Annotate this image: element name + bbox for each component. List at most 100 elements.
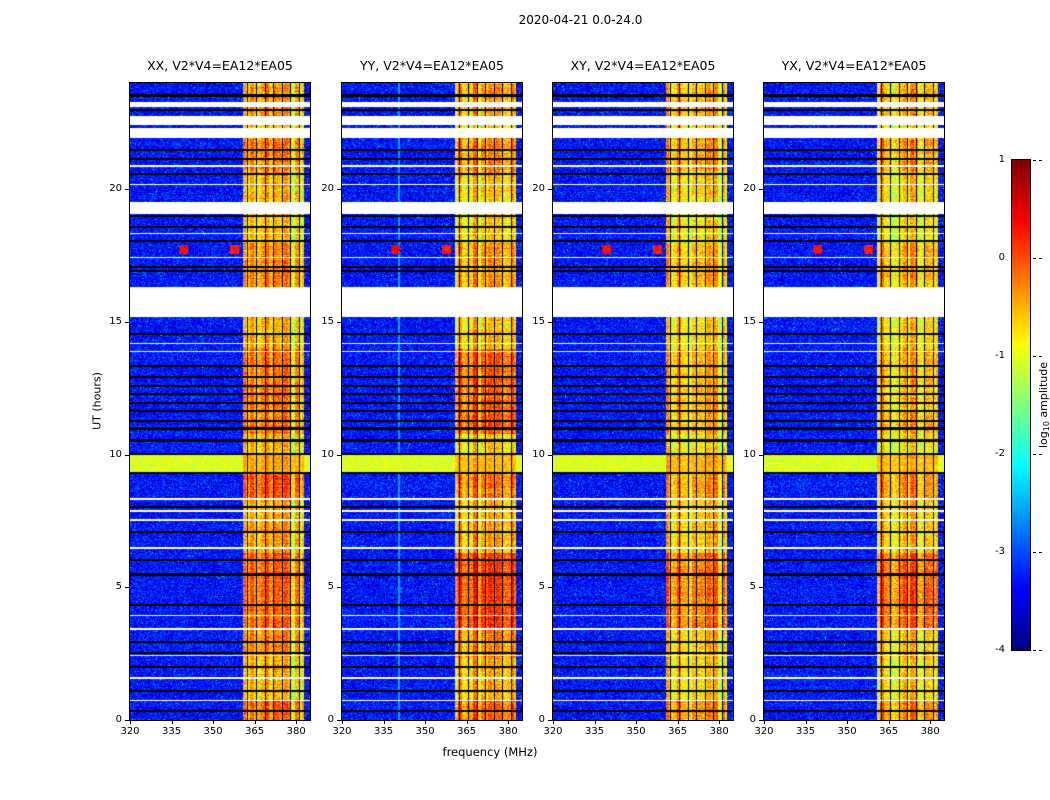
x-tick-mark bbox=[254, 720, 256, 724]
y-tick-mark bbox=[337, 720, 341, 721]
colorbar-label-post: amplitude bbox=[1037, 361, 1050, 422]
x-tick-mark bbox=[425, 720, 427, 724]
y-tick-label: 5 bbox=[115, 581, 122, 593]
y-tick-label: 15 bbox=[532, 315, 545, 327]
x-tick-label: 320 bbox=[543, 726, 563, 737]
x-tick-mark bbox=[296, 720, 298, 724]
x-tick-mark bbox=[594, 720, 596, 724]
y-tick-mark bbox=[759, 454, 763, 456]
x-tick-mark bbox=[466, 720, 468, 724]
x-tick-label: 335 bbox=[584, 726, 605, 737]
colorbar-tick-mark bbox=[1033, 258, 1042, 259]
x-tick-label: 320 bbox=[332, 726, 352, 737]
y-tick-label: 0 bbox=[115, 714, 122, 725]
x-axis-label: frequency (MHz) bbox=[442, 745, 538, 759]
x-tick-label: 350 bbox=[837, 726, 857, 737]
y-tick-label: 20 bbox=[321, 183, 334, 195]
y-tick-label: 15 bbox=[743, 315, 756, 327]
colorbar-tick-label: -4 bbox=[995, 644, 1005, 655]
spectrogram-canvas-0 bbox=[130, 83, 310, 720]
colorbar-tick-label: 0 bbox=[998, 252, 1005, 263]
x-tick-mark bbox=[719, 720, 721, 724]
spectrogram-panel-2 bbox=[552, 82, 734, 721]
x-tick-mark bbox=[847, 720, 849, 724]
colorbar-tick-mark bbox=[1033, 454, 1042, 455]
panel-title-3: YX, V2*V4=EA12*EA05 bbox=[781, 58, 927, 73]
x-tick-label: 320 bbox=[754, 726, 774, 737]
x-tick-label: 380 bbox=[709, 726, 729, 737]
spectrogram-canvas-3 bbox=[764, 83, 944, 720]
colorbar-tick-label: -3 bbox=[995, 546, 1005, 557]
x-tick-mark bbox=[130, 720, 131, 724]
x-tick-mark bbox=[930, 720, 932, 724]
y-tick-mark bbox=[548, 454, 552, 456]
colorbar-label-pre: log bbox=[1037, 431, 1050, 449]
spectrogram-panel-3 bbox=[763, 82, 945, 721]
x-tick-label: 350 bbox=[626, 726, 646, 737]
y-tick-mark bbox=[337, 189, 341, 191]
panel-title-0: XX, V2*V4=EA12*EA05 bbox=[147, 58, 293, 73]
x-tick-mark bbox=[508, 720, 510, 724]
x-tick-mark bbox=[171, 720, 173, 724]
y-tick-mark bbox=[548, 720, 552, 721]
y-tick-mark bbox=[125, 587, 129, 589]
y-tick-mark bbox=[125, 720, 129, 721]
y-tick-label: 5 bbox=[327, 581, 334, 593]
x-tick-label: 350 bbox=[415, 726, 435, 737]
x-tick-label: 335 bbox=[373, 726, 394, 737]
y-tick-label: 5 bbox=[538, 581, 545, 593]
colorbar-tick-mark bbox=[1033, 356, 1042, 357]
y-tick-label: 10 bbox=[109, 448, 122, 460]
y-tick-mark bbox=[125, 189, 129, 191]
x-tick-mark bbox=[553, 720, 554, 724]
y-tick-mark bbox=[337, 321, 341, 323]
y-tick-label: 15 bbox=[109, 315, 122, 327]
x-tick-label: 380 bbox=[920, 726, 940, 737]
y-tick-mark bbox=[759, 189, 763, 191]
colorbar-tick-label: 1 bbox=[998, 154, 1005, 165]
x-tick-mark bbox=[213, 720, 215, 724]
colorbar-tick-label: -1 bbox=[995, 350, 1005, 361]
y-tick-label: 20 bbox=[109, 183, 122, 195]
spectrogram-canvas-1 bbox=[342, 83, 522, 720]
y-tick-label: 0 bbox=[538, 714, 545, 725]
y-tick-mark bbox=[125, 454, 129, 456]
x-tick-label: 335 bbox=[795, 726, 816, 737]
y-tick-mark bbox=[337, 454, 341, 456]
y-tick-mark bbox=[759, 587, 763, 589]
panel-title-1: YY, V2*V4=EA12*EA05 bbox=[360, 58, 504, 73]
x-tick-label: 365 bbox=[457, 726, 477, 737]
y-tick-mark bbox=[548, 321, 552, 323]
y-tick-label: 0 bbox=[749, 714, 756, 725]
x-tick-mark bbox=[888, 720, 890, 724]
x-tick-label: 335 bbox=[161, 726, 182, 737]
y-tick-mark bbox=[125, 321, 129, 323]
y-tick-mark bbox=[548, 587, 552, 589]
colorbar-gradient bbox=[1012, 160, 1030, 650]
y-tick-label: 15 bbox=[321, 315, 334, 327]
x-tick-mark bbox=[636, 720, 638, 724]
x-tick-mark bbox=[677, 720, 679, 724]
spectrogram-canvas-2 bbox=[553, 83, 733, 720]
colorbar-tick-label: -2 bbox=[995, 448, 1005, 459]
spectrogram-panel-1 bbox=[341, 82, 523, 721]
y-tick-label: 10 bbox=[321, 448, 334, 460]
x-tick-label: 350 bbox=[203, 726, 223, 737]
x-tick-label: 380 bbox=[498, 726, 518, 737]
x-tick-mark bbox=[383, 720, 385, 724]
y-tick-mark bbox=[759, 321, 763, 323]
x-tick-label: 365 bbox=[245, 726, 265, 737]
colorbar-label-sub: 10 bbox=[1042, 421, 1050, 432]
colorbar bbox=[1011, 159, 1031, 651]
colorbar-tick-mark bbox=[1033, 650, 1042, 651]
x-tick-label: 320 bbox=[120, 726, 140, 737]
y-tick-label: 0 bbox=[327, 714, 334, 725]
y-axis-label-text: UT (hours) bbox=[90, 372, 104, 430]
x-tick-label: 365 bbox=[668, 726, 688, 737]
y-axis-label: UT (hours) bbox=[91, 372, 104, 430]
y-tick-label: 5 bbox=[749, 581, 756, 593]
y-tick-label: 20 bbox=[532, 183, 545, 195]
spectrogram-panel-0 bbox=[129, 82, 311, 721]
y-tick-label: 10 bbox=[743, 448, 756, 460]
y-tick-label: 20 bbox=[743, 183, 756, 195]
